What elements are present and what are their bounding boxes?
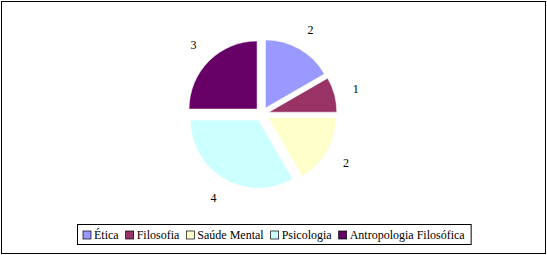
data-label: 4 [211,191,217,205]
data-label: 3 [190,38,196,52]
legend-label: Ética [94,228,119,242]
chart: 2 1 2 4 3 Ética Filosofia Saúde Mental Psicologi… [0,0,547,255]
data-labels: 2 1 2 4 3 [190,23,358,205]
legend-label: Filosofia [137,228,180,242]
data-label: 1 [353,82,359,96]
legend: Ética Filosofia Saúde Mental Psicologia Antr… [78,225,472,245]
slices [189,40,337,188]
pie-slice [269,78,337,112]
pie-slice [189,41,257,109]
data-label: 2 [308,23,314,37]
legend-label: Psicologia [282,228,333,242]
legend-swatch [186,231,194,239]
legend-label: Saúde Mental [197,228,264,242]
chart-frame [2,2,546,254]
legend-label: Antropologia Filosófica [350,228,466,242]
legend-swatch [271,231,279,239]
legend-swatch [83,231,91,239]
legend-swatch [339,231,347,239]
data-label: 2 [343,156,349,170]
legend-box [78,225,472,245]
legend-swatch [126,231,134,239]
pie-slice [191,120,293,188]
